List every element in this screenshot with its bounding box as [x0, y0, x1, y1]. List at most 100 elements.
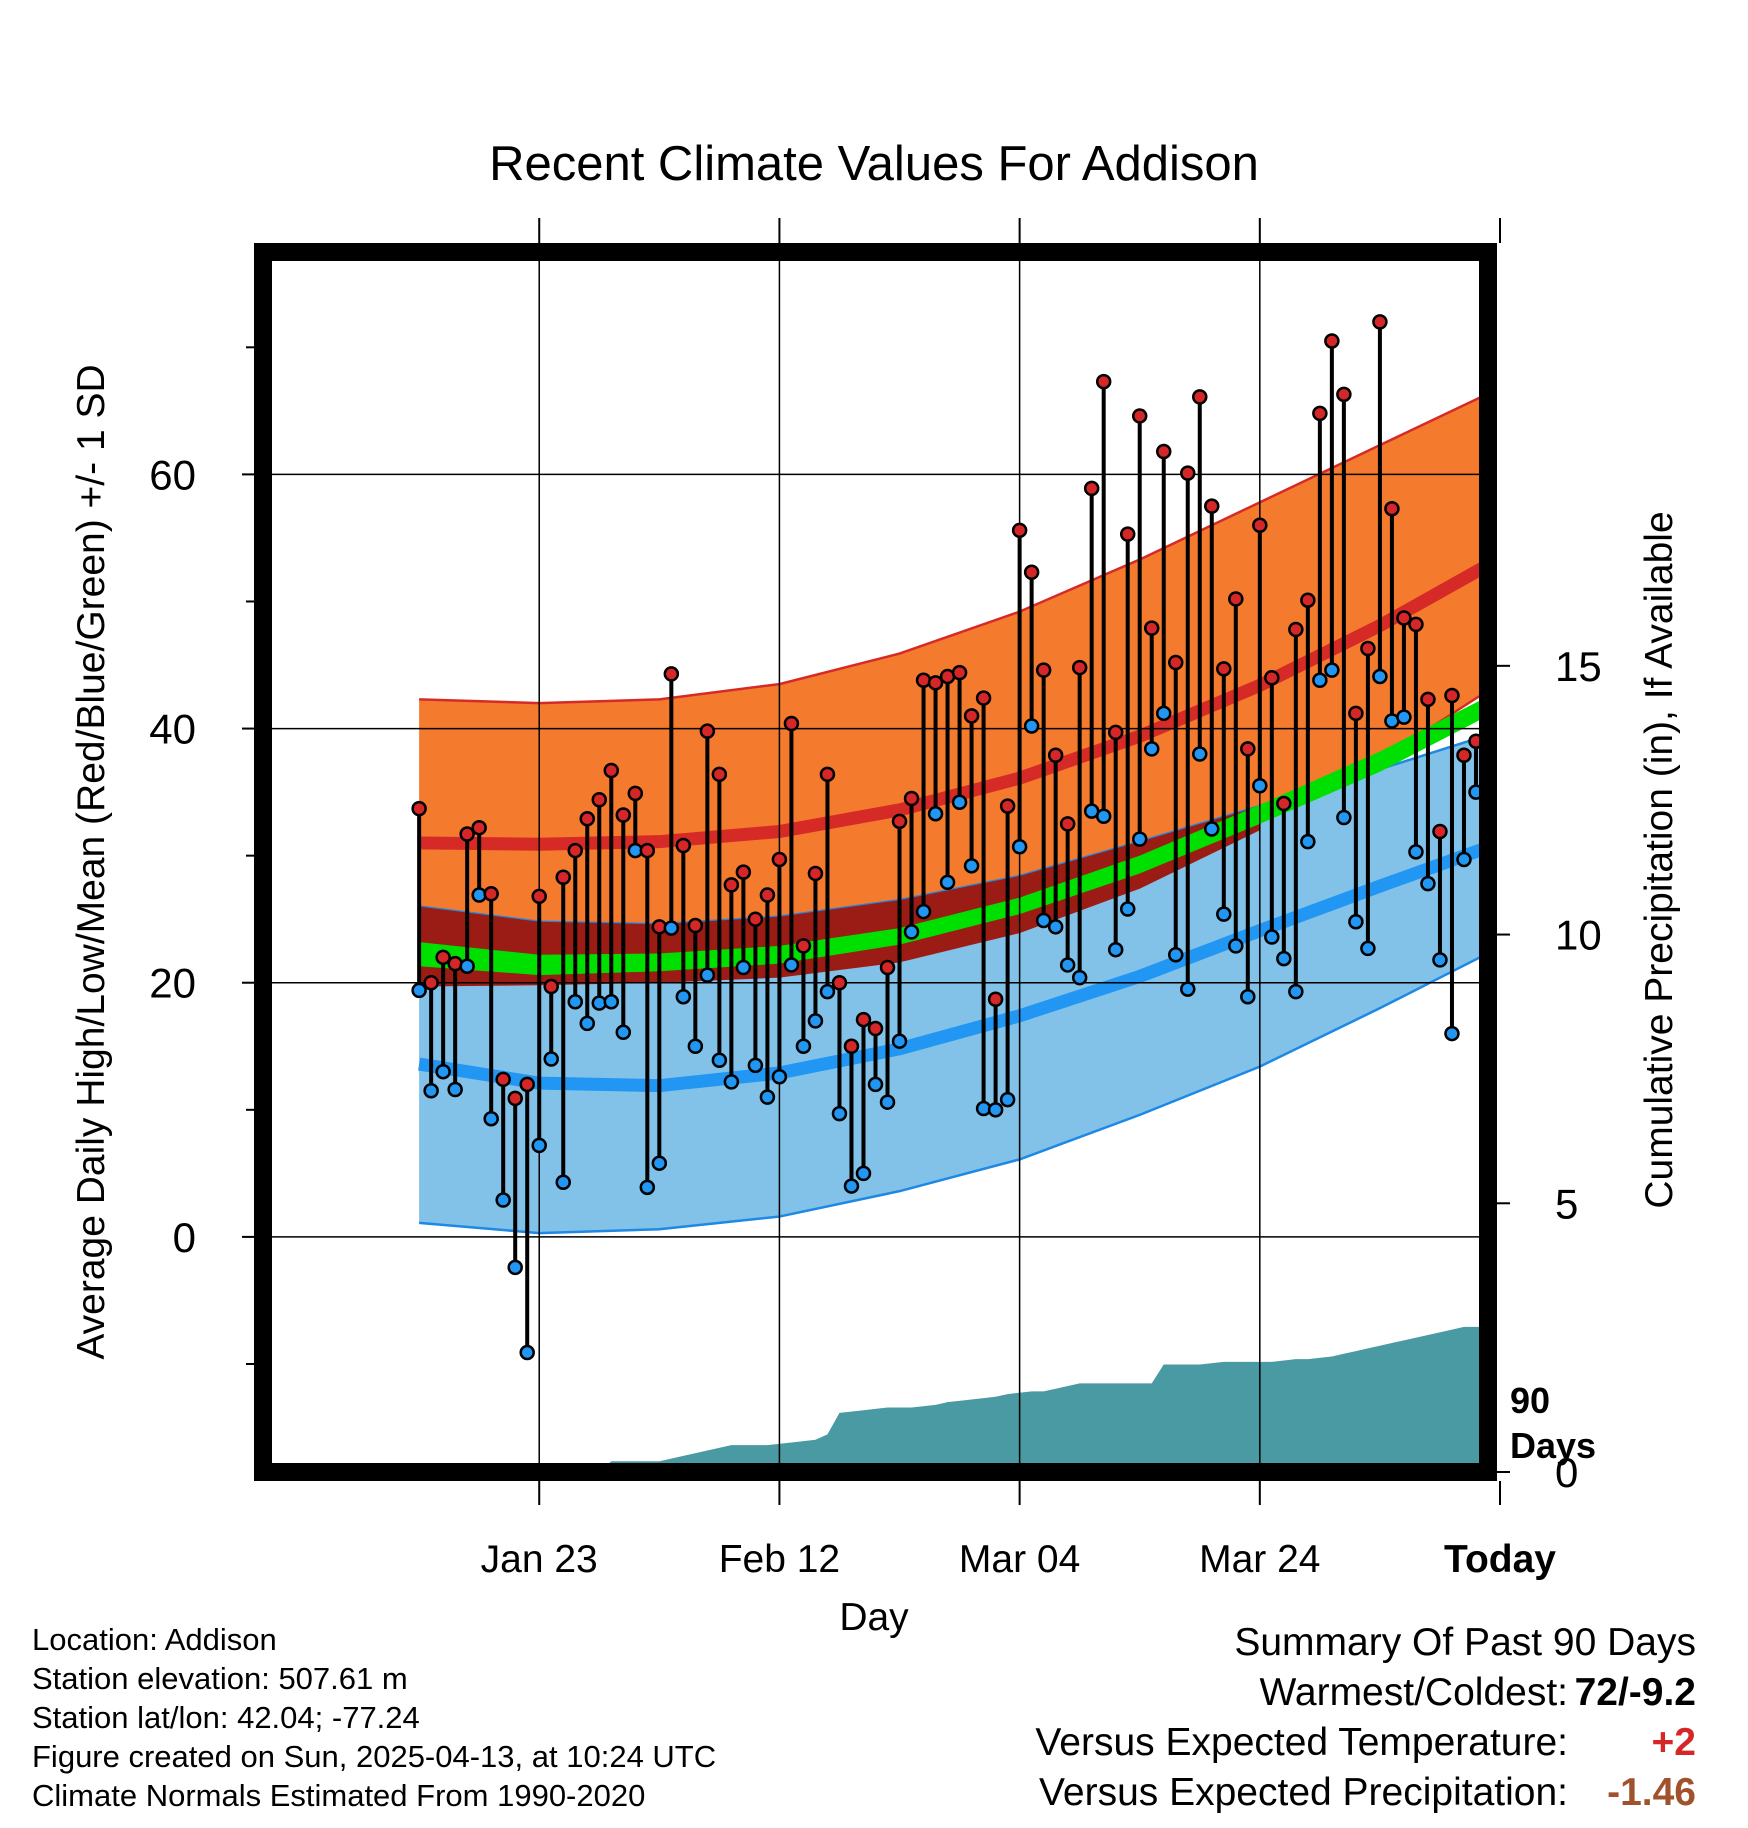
daily-low-point	[1035, 912, 1052, 929]
daily-high-point	[1131, 408, 1148, 424]
daily-low-point	[1252, 778, 1268, 794]
y2-tick-label: 10	[1555, 912, 1602, 959]
daily-high-point	[987, 991, 1004, 1007]
daily-low-point	[927, 805, 944, 822]
daily-high-point	[879, 959, 896, 976]
daily-low-point	[543, 1051, 559, 1067]
daily-high-point	[951, 664, 968, 681]
daily-high-point	[783, 715, 800, 732]
summary-row-temperature: Versus Expected Temperature: +2	[936, 1718, 1696, 1768]
days-label-unit: Days	[1510, 1425, 1596, 1466]
daily-low-point	[1011, 839, 1028, 855]
daily-high-point	[663, 666, 680, 682]
daily-low-point	[711, 1052, 728, 1068]
daily-low-point	[1456, 851, 1472, 868]
daily-high-point	[435, 949, 451, 966]
daily-high-point	[1059, 816, 1076, 832]
daily-high-point	[795, 938, 812, 954]
daily-low-point	[1167, 947, 1184, 963]
daily-low-point	[1023, 718, 1040, 734]
daily-low-point	[939, 874, 956, 891]
daily-low-point	[723, 1074, 740, 1090]
daily-high-point	[411, 800, 427, 817]
daily-high-point	[1155, 443, 1172, 460]
daily-high-point	[1276, 795, 1292, 812]
daily-high-point	[1420, 691, 1436, 708]
daily-high-point	[1143, 620, 1160, 636]
daily-low-point	[1432, 952, 1448, 968]
daily-low-point	[675, 988, 692, 1005]
daily-high-point	[1384, 500, 1400, 517]
latlon-line: Station lat/lon: 42.04; -77.24	[32, 1700, 420, 1735]
daily-high-point	[1228, 591, 1244, 607]
daily-low-point	[1276, 950, 1292, 967]
daily-low-point	[1119, 901, 1136, 917]
daily-low-point	[495, 1192, 511, 1208]
daily-low-point	[1131, 831, 1148, 847]
daily-low-point	[1155, 705, 1172, 722]
daily-low-point	[1408, 844, 1424, 860]
daily-high-point	[735, 864, 752, 880]
daily-low-point	[1324, 662, 1340, 678]
daily-high-point	[495, 1071, 511, 1088]
daily-high-point	[963, 708, 980, 724]
daily-low-point	[759, 1089, 776, 1105]
daily-low-point	[1095, 808, 1112, 824]
summary-label: Versus Expected Precipitation:	[1039, 1771, 1568, 1814]
x-tick-label: Feb 12	[719, 1538, 840, 1581]
plot-frame	[254, 243, 1497, 1481]
daily-low-point	[1240, 988, 1256, 1005]
daily-high-point	[1119, 526, 1136, 542]
precipitation-area	[419, 1326, 1488, 1472]
low-sd-band	[419, 734, 1488, 1234]
daily-low-point	[1047, 919, 1064, 935]
daily-low-point	[555, 1174, 571, 1190]
y-tick-label: 20	[149, 960, 196, 1007]
daily-low-point	[987, 1102, 1004, 1118]
daily-high-point	[507, 1090, 523, 1107]
daily-high-point	[687, 917, 704, 934]
daily-low-point	[1312, 672, 1328, 689]
summary-row-precipitation: Versus Expected Precipitation: -1.46	[936, 1768, 1696, 1818]
daily-high-point	[1011, 522, 1028, 539]
daily-low-point	[507, 1259, 523, 1276]
daily-low-point	[567, 994, 584, 1010]
daily-low-point	[1107, 941, 1124, 958]
daily-high-point	[1071, 659, 1088, 676]
daily-low-point	[819, 983, 836, 1000]
daily-high-point	[615, 807, 632, 823]
daily-high-point	[1300, 592, 1316, 608]
daily-high-point	[831, 974, 848, 991]
daily-low-point	[1288, 983, 1304, 1000]
daily-high-point	[471, 819, 487, 836]
daily-low-point	[963, 858, 980, 874]
daily-low-point	[1059, 957, 1076, 973]
daily-high-point	[627, 785, 644, 802]
y2-tick-label: 0	[1555, 1449, 1578, 1496]
daily-high-point	[903, 790, 920, 807]
daily-high-point	[1107, 724, 1124, 741]
chart-title: Recent Climate Values For Addison	[489, 137, 1259, 191]
x-tick-label: Mar 24	[1199, 1538, 1320, 1581]
daily-low-point	[1216, 906, 1232, 922]
plot-area	[263, 252, 1488, 1472]
daily-low-point	[423, 1083, 439, 1099]
daily-low-point	[999, 1091, 1016, 1108]
daily-high-point	[1167, 654, 1184, 671]
daily-high-point	[999, 798, 1016, 814]
daily-low-point	[891, 1033, 908, 1049]
daily-high-point	[1204, 498, 1220, 514]
daily-low-point	[435, 1063, 451, 1080]
y-tick-label: 0	[173, 1214, 196, 1261]
summary-label: Versus Expected Temperature:	[1035, 1721, 1568, 1764]
daily-low-point	[651, 1155, 668, 1171]
daily-low-point	[1348, 913, 1364, 930]
daily-high-point	[711, 766, 728, 783]
daily-high-point	[1324, 333, 1340, 349]
daily-high-point	[1252, 517, 1268, 533]
elevation-line: Station elevation: 507.61 m	[32, 1661, 408, 1696]
daily-high-point	[1047, 747, 1064, 763]
daily-high-point	[1408, 616, 1424, 633]
daily-low-point	[1192, 746, 1208, 762]
